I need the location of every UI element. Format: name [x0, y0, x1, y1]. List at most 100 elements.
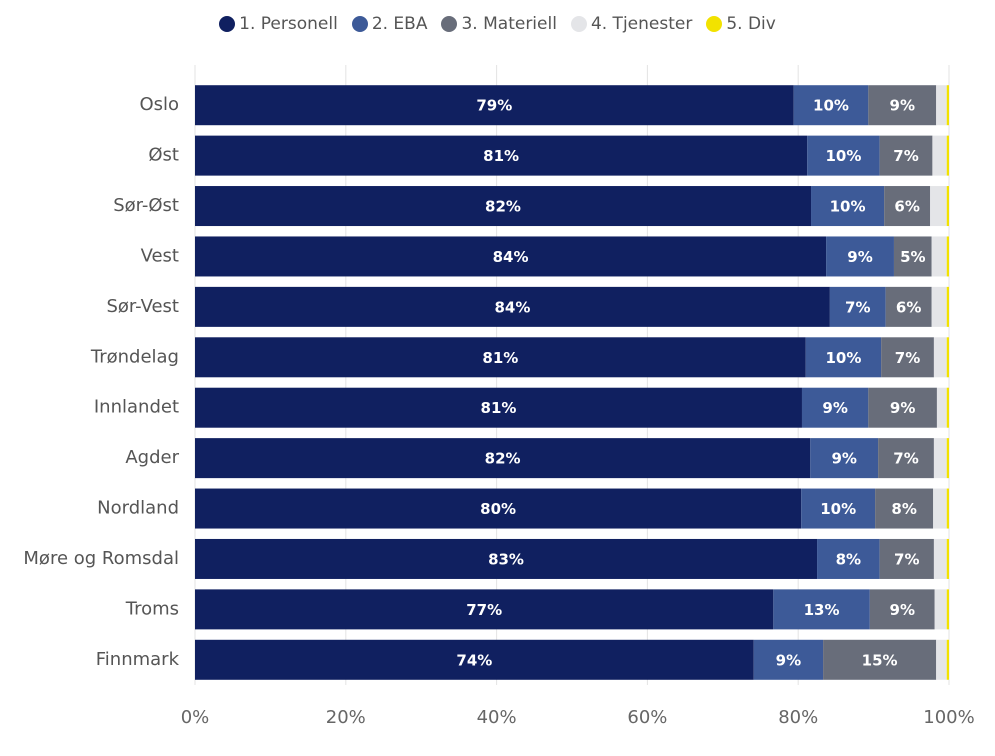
bar-segment [946, 135, 949, 176]
legend-marker [441, 16, 458, 32]
bar-segment [946, 387, 949, 428]
y-tick-label: Finnmark [96, 649, 180, 670]
value-label: 83% [488, 550, 524, 568]
bar-segment [879, 538, 934, 579]
legend: 1. Personell 2. EBA 3. Materiell 4. Tjenest… [0, 14, 995, 34]
legend-label: 5. Div [726, 14, 776, 34]
y-tick-label: Innlandet [94, 397, 179, 418]
bar-segment [936, 387, 947, 428]
bar-segment [946, 337, 949, 378]
bar-segment [801, 488, 876, 529]
y-tick-label: Nordland [97, 498, 179, 519]
bar-segment [946, 488, 949, 529]
value-label: 7% [893, 450, 918, 468]
value-label: 9% [890, 399, 915, 417]
value-label: 9% [776, 651, 801, 669]
bar-segment [195, 538, 818, 579]
bar-segment [933, 337, 947, 378]
bar-segment [893, 236, 932, 277]
bar-segment [933, 488, 947, 529]
bar-segment [195, 337, 806, 378]
value-label: 10% [825, 147, 861, 165]
value-label: 10% [820, 500, 856, 518]
x-tick-label: 80% [778, 707, 818, 728]
bar-segment [946, 286, 949, 327]
y-tick-label: Sør-Vest [106, 296, 179, 317]
value-label: 9% [831, 450, 856, 468]
bar-segment [793, 85, 869, 126]
value-label: 6% [894, 198, 919, 216]
bar-segment [930, 186, 947, 227]
value-label: 15% [862, 651, 898, 669]
bar-segment [946, 438, 949, 479]
value-label: 9% [822, 399, 847, 417]
bar-segment [936, 639, 947, 680]
value-label: 7% [895, 349, 920, 367]
value-label: 9% [890, 97, 915, 115]
value-label: 84% [493, 248, 529, 266]
bar-segment [195, 236, 827, 277]
bar-segment [195, 589, 774, 630]
bar-segment [946, 236, 949, 277]
value-label: 7% [893, 147, 918, 165]
x-tick-label: 40% [477, 707, 517, 728]
value-label: 10% [830, 198, 866, 216]
bar-segment [868, 387, 937, 428]
value-label: 80% [480, 500, 516, 518]
value-label: 7% [894, 550, 919, 568]
bar-segment [195, 286, 830, 327]
legend-item: 5. Div [706, 14, 776, 34]
bar-segment [195, 387, 802, 428]
value-label: 84% [494, 298, 530, 316]
value-label: 82% [485, 450, 521, 468]
y-tick-label: Sør-Øst [113, 195, 179, 216]
bar-segment [933, 538, 947, 579]
bar-segment [946, 538, 949, 579]
legend-marker [351, 16, 368, 32]
y-tick-label: Troms [125, 598, 179, 619]
value-label: 10% [813, 97, 849, 115]
value-label: 8% [891, 500, 916, 518]
bar-segment [868, 85, 937, 126]
bar-segment [946, 85, 949, 126]
legend-marker [570, 16, 587, 32]
legend-marker [706, 16, 723, 32]
legend-item: 3. Materiell [441, 14, 557, 34]
legend-marker [219, 16, 236, 32]
legend-item: 1. Personell [219, 14, 338, 34]
value-label: 10% [825, 349, 861, 367]
legend-label: 4. Tjenester [590, 14, 693, 34]
y-tick-label: Møre og Romsdal [23, 548, 179, 569]
value-label: 81% [483, 147, 519, 165]
value-label: 9% [847, 248, 872, 266]
y-tick-label: Øst [148, 145, 179, 166]
bar-segment [931, 236, 947, 277]
value-label: 7% [845, 298, 870, 316]
legend-label: 2. EBA [371, 14, 428, 34]
legend-label: 3. Materiell [461, 14, 557, 34]
value-label: 6% [896, 298, 921, 316]
bar-segment [933, 438, 947, 479]
bar-segment [810, 438, 879, 479]
y-tick-label: Oslo [139, 94, 179, 115]
y-tick-label: Agder [125, 447, 179, 468]
y-tick-label: Trøndelag [90, 346, 179, 367]
bar-segment [801, 387, 869, 428]
legend-item: 2. EBA [351, 14, 428, 34]
bar-segment [811, 186, 885, 227]
value-label: 74% [456, 651, 492, 669]
bar-segment [823, 639, 937, 680]
bar-segment [829, 286, 886, 327]
value-label: 77% [466, 601, 502, 619]
bar-segment [805, 337, 882, 378]
bar-segment [881, 337, 934, 378]
value-label: 79% [476, 97, 512, 115]
bar-segment [884, 186, 931, 227]
bar-segment [773, 589, 870, 630]
bar-segment [934, 589, 947, 630]
bar-segment [936, 85, 947, 126]
bar-segment [869, 589, 935, 630]
value-label: 8% [836, 550, 861, 568]
x-tick-label: 100% [923, 707, 974, 728]
